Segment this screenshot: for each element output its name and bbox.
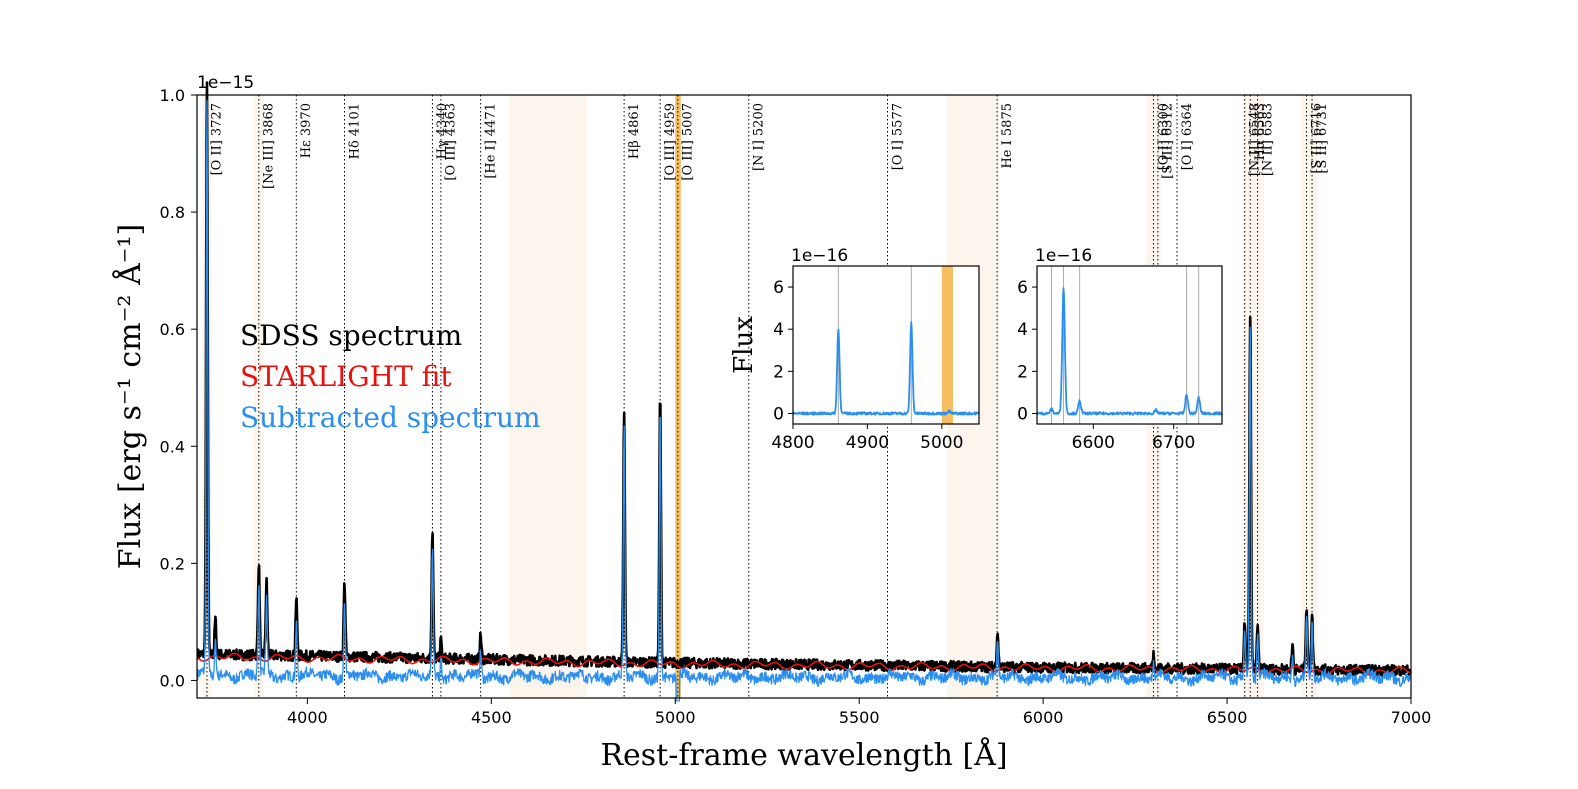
spectrum-series [196,81,1413,702]
main-plot: [O II] 3727 [Ne III] 3868 Hε 3970 Hδ 4101 Hγ… [112,73,1431,773]
marker-label-20: [S II] 6731 [1315,103,1330,174]
starlight-fit-line [197,652,1412,676]
inset-1-y-offset-label: 1e−16 [1035,246,1092,266]
inset-0-y-tick-label-3: 6 [773,278,784,298]
shaded-region-2 [509,95,587,698]
inset-1-background [1037,266,1222,424]
marker-label-18: [N II] 6583 [1260,103,1275,176]
marker-label-8: [O III] 4959 [663,103,678,181]
marker-label-11: [O I] 5577 [890,103,905,170]
y-axis-ticks: 0.0 0.2 0.4 0.6 0.8 1.0 [160,86,197,690]
inset-1-y-tick-label-2: 4 [1017,320,1028,340]
inset-hbeta-oiii: 4800 4900 5000 0 2 4 6 1e−16 Flux [729,246,980,453]
marker-label-6: [He I] 4471 [483,103,498,179]
marker-label-2: Hε 3970 [299,103,314,158]
y-tick-label-3: 0.6 [160,320,185,339]
subtracted-spectrum-line [197,99,1412,702]
marker-label-19: [S II] 6716 [1309,103,1324,174]
inset-0-spectrum-line [792,321,980,416]
inset-1-spectrum-line [1036,287,1223,416]
x-axis-label: Rest-frame wavelength [Å] [600,737,1007,773]
shaded-region-6 [1241,95,1264,698]
inset-1-y-tick-label-1: 2 [1017,362,1028,382]
inset-0-y-offset-label: 1e−16 [791,246,848,266]
marker-label-5: [O III] 4363 [444,103,459,181]
marker-label-17: Hα 6563 [1253,103,1268,160]
x-tick-label-6: 7000 [1391,708,1432,727]
inset-0-bad-band [941,266,953,424]
x-tick-label-3: 5500 [839,708,880,727]
y-tick-label-0: 0.0 [160,671,185,690]
inset-0-x-tick-label-0: 4800 [771,433,814,453]
y-tick-label-2: 0.4 [160,437,185,456]
y-axis-label: Flux [erg s⁻¹ cm⁻² Å⁻¹] [112,224,148,569]
inset-1-x-tick-label-1: 6700 [1152,433,1195,453]
legend-starlight: STARLIGHT fit [240,360,452,393]
inset-1-y-tick-label-3: 6 [1017,278,1028,298]
marker-label-10: [N I] 5200 [752,103,767,171]
sdss-spectrum-line [196,81,1413,677]
marker-label-7: Hβ 4861 [627,103,642,159]
inset-halpha-sii: 6600 6700 0 2 4 6 1e−16 [1017,246,1223,453]
inset-0-y-tick-label-0: 0 [773,404,784,424]
marker-label-15: [O I] 6364 [1180,103,1195,170]
inset-1-frame [1036,265,1223,425]
marker-label-13: [O I] 6300 [1156,103,1171,170]
marker-label-1: [Ne III] 3868 [262,103,277,189]
marker-label-4: Hγ 4340 [435,103,450,159]
marker-label-0: [O II] 3727 [210,103,225,175]
shaded-region-7 [1300,95,1318,698]
inset-0-y-tick-label-2: 4 [773,320,784,340]
inset-0-y-axis-label: Flux [729,316,759,374]
marker-label-14: [S III] 6312 [1161,103,1176,179]
x-tick-label-1: 4500 [471,708,512,727]
line-marker-labels: [O II] 3727 [Ne III] 3868 Hε 3970 Hδ 4101 Hγ… [210,103,1330,189]
legend: SDSS spectrum STARLIGHT fit Subtracted s… [240,319,541,434]
y-offset-label: 1e−15 [197,73,254,93]
legend-subtracted: Subtracted spectrum [240,401,541,434]
marker-label-16: [N II] 6548 [1248,103,1263,176]
inset-0-x-tick-label-2: 5000 [920,433,963,453]
marker-label-3: Hδ 4101 [347,103,362,159]
x-tick-label-2: 5000 [655,708,696,727]
x-tick-label-0: 4000 [287,708,328,727]
y-tick-label-5: 1.0 [160,86,185,105]
inset-1-y-tick-label-0: 0 [1017,404,1028,424]
y-tick-label-4: 0.8 [160,203,185,222]
x-axis-ticks: 4000 4500 5000 5500 6000 6500 7000 [287,698,1431,727]
legend-sdss: SDSS spectrum [240,319,462,352]
marker-label-12: He I 5875 [1000,103,1015,169]
inset-0-x-tick-label-1: 4900 [846,433,889,453]
y-tick-label-1: 0.2 [160,554,185,573]
marker-label-9: [O III] 5007 [681,103,696,181]
inset-0-frame [792,265,980,425]
x-tick-label-5: 6500 [1207,708,1248,727]
plot-frame [196,94,1412,699]
inset-1-x-tick-label-0: 6600 [1072,433,1115,453]
x-tick-label-4: 6000 [1023,708,1064,727]
inset-0-y-tick-label-1: 2 [773,362,784,382]
